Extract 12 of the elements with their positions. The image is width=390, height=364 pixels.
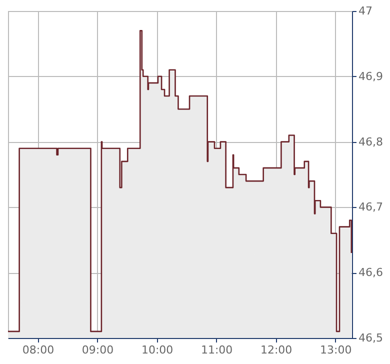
- x-tick-label: 10:00: [141, 344, 174, 356]
- y-tick-label: 47: [358, 4, 372, 18]
- y-tick-label: 46,7: [358, 200, 383, 214]
- x-tick-label: 08:00: [22, 344, 54, 356]
- x-tick-label: 09:00: [82, 344, 114, 356]
- y-tick-label: 46,8: [358, 135, 383, 148]
- x-tick-label: 11:00: [200, 344, 233, 356]
- y-tick-label: 46,6: [358, 266, 383, 280]
- x-tick-label: 12:00: [260, 344, 292, 356]
- y-tick-label: 46,9: [358, 70, 383, 83]
- y-tick-label: 46,5: [358, 332, 383, 344]
- x-tick-label: 13:00: [320, 344, 352, 356]
